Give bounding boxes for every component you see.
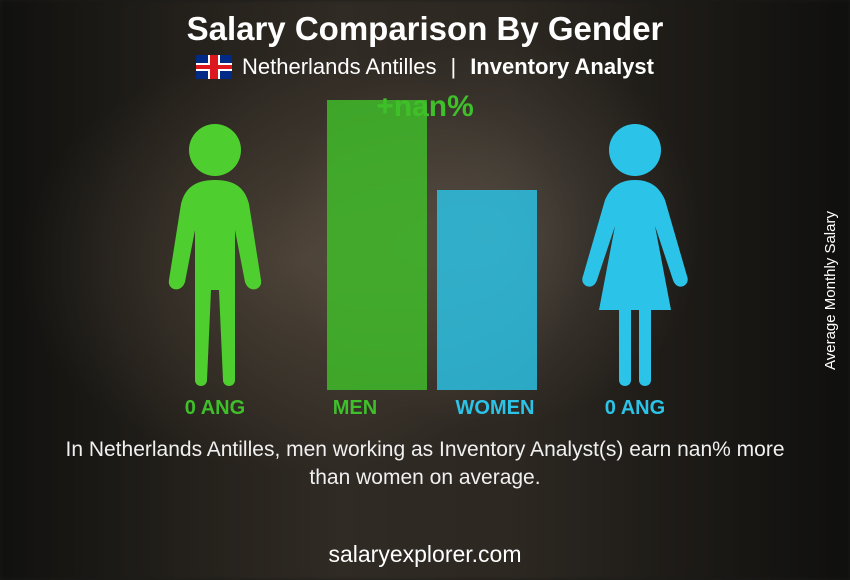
men-label: MEN xyxy=(285,397,425,420)
labels-row: 0 ANG MEN WOMEN 0 ANG xyxy=(145,397,705,420)
women-label: WOMEN xyxy=(425,397,565,420)
footer-link: salaryexplorer.com xyxy=(0,541,850,568)
women-value: 0 ANG xyxy=(565,397,705,420)
side-axis-label-wrap: Average Monthly Salary xyxy=(818,0,842,580)
side-axis-label: Average Monthly Salary xyxy=(822,211,839,370)
chart-area: +nan% 0 ANG MEN WOMEN 0 ANG xyxy=(145,90,705,420)
content-container: Salary Comparison By Gender Netherlands … xyxy=(0,0,850,580)
page-title: Salary Comparison By Gender xyxy=(187,10,664,48)
bar-women xyxy=(437,190,537,390)
female-person-icon xyxy=(565,120,705,390)
role-label: Inventory Analyst xyxy=(470,54,654,80)
male-person-icon xyxy=(145,120,285,390)
bar-men xyxy=(327,100,427,390)
description-text: In Netherlands Antilles, men working as … xyxy=(55,436,795,493)
men-value: 0 ANG xyxy=(145,397,285,420)
flag-icon xyxy=(196,55,232,79)
separator: | xyxy=(446,54,460,80)
subtitle-row: Netherlands Antilles | Inventory Analyst xyxy=(196,54,654,80)
country-label: Netherlands Antilles xyxy=(242,54,436,80)
